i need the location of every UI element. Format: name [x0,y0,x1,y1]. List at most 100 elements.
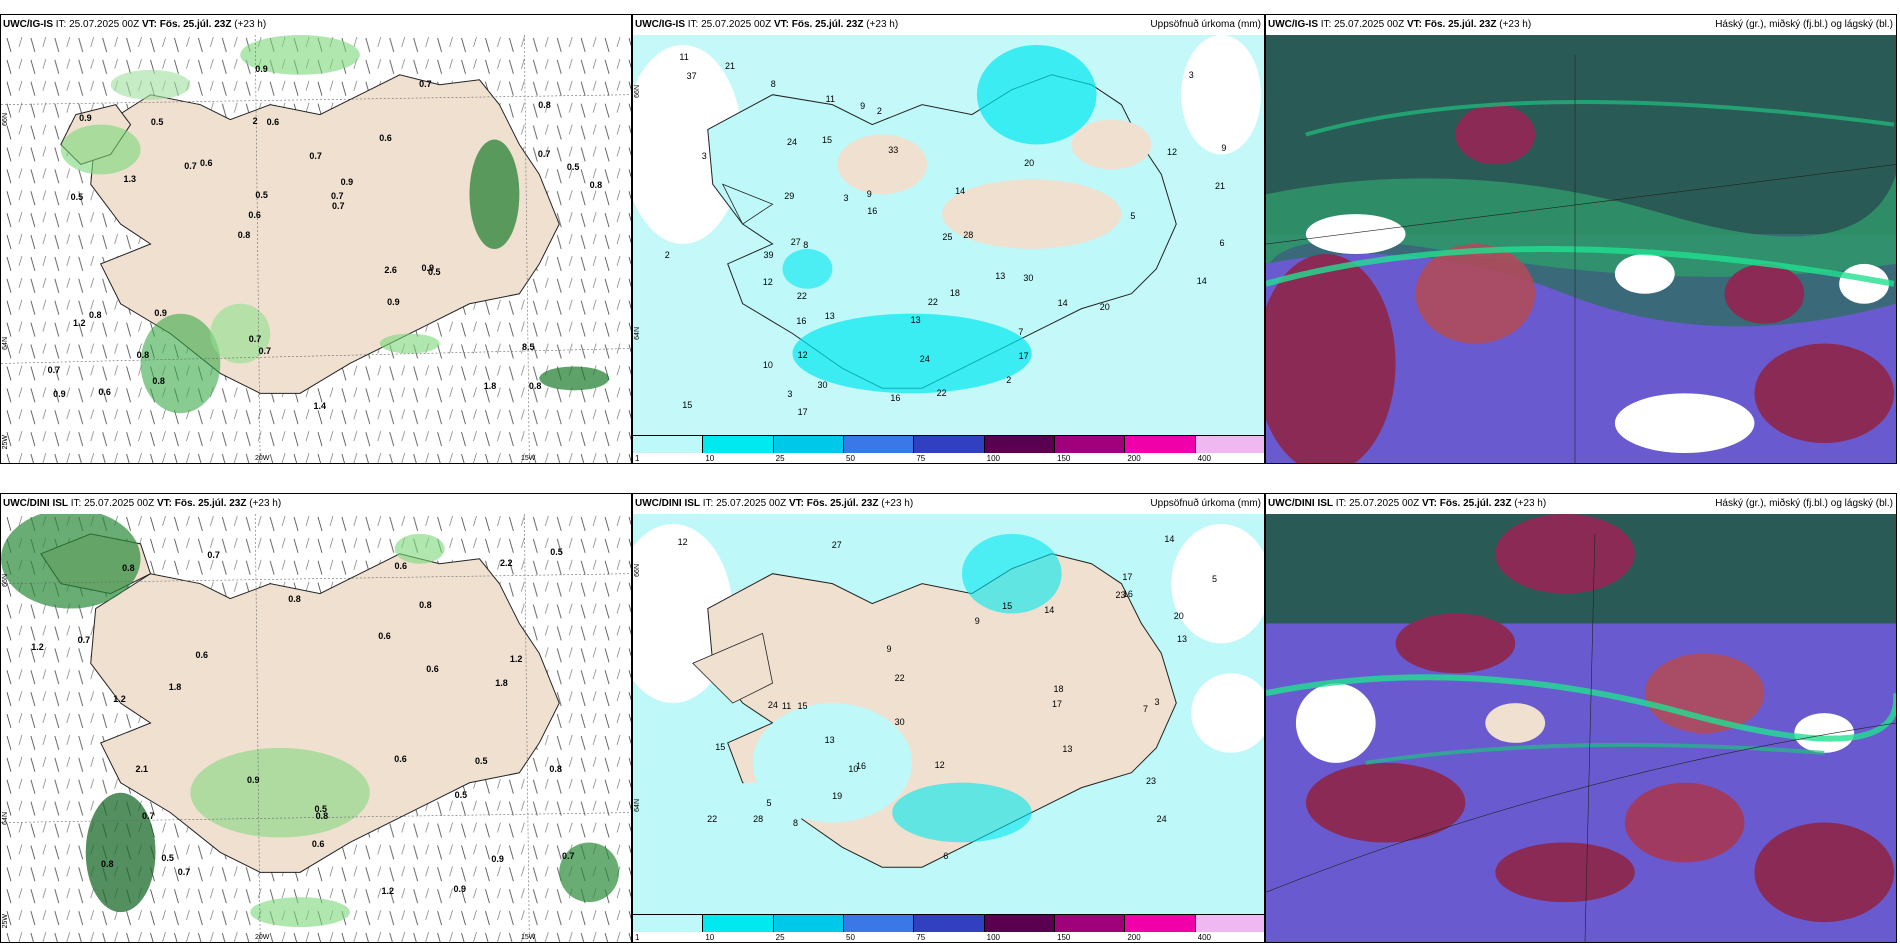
map-value-label: 9 [1221,143,1227,154]
map-value-label: 10 [848,763,859,774]
map-value-label: 10 [762,360,773,371]
map-value-label: 0.9 [246,774,260,785]
map-value-label: 3 [843,192,849,203]
colorbar-swatch [773,914,844,932]
map-value-label: 1.2 [381,885,394,896]
map-value-label: 8 [792,817,798,828]
map-value-label: 15 [715,742,726,753]
wind-map-panel-bottom: UWC/DINI ISL IT: 25.07.2025 00Z VT: Fös.… [0,493,632,943]
lat-label: 66N [634,85,641,98]
map-value-label: 20 [1024,157,1035,168]
map-value-label: 0.9 [491,854,504,864]
map-value-label: 17 [797,407,808,418]
map-value-label: 16 [796,315,807,326]
colorbar-label: 150 [1057,454,1071,463]
panel-header: UWC/DINI ISL IT: 25.07.2025 00Z VT: Fös.… [633,494,1264,514]
map-value-label: 0.6 [195,650,209,661]
map-value-label: 5 [766,798,772,809]
map-value-label: 8.5 [522,341,535,352]
map-value-label: 9 [974,616,980,626]
map-value-label: 3 [1154,696,1160,707]
map-value-label: 14 [1057,298,1068,309]
map-value-label: 17 [1018,350,1029,361]
wind-map[interactable] [1,514,631,942]
cloud-map[interactable] [1266,35,1896,463]
cloud-title: Háský (gr.), miðský (fj.bl.) og lágský (… [1715,498,1893,509]
map-value-label: 8 [803,240,809,251]
colorbar-swatch [1055,914,1126,932]
map-value-label: 21 [1215,180,1226,191]
map-value-label: 1.8 [168,681,182,692]
map-value-label: 5 [1211,574,1217,585]
precip-map[interactable] [633,35,1264,435]
map-value-label: 0.5 [255,190,268,201]
map-value-label: 22 [927,297,938,308]
precip-map-panel-bottom: UWC/DINI ISL IT: 25.07.2025 00Z VT: Fös.… [632,493,1265,943]
lon-label: 15W [521,455,536,462]
colorbar-swatch [914,435,985,453]
colorbar-swatch [703,914,774,932]
map-value-label: 23 [1115,590,1126,601]
precip-title: Uppsöfnuð úrkoma (mm) [1150,19,1261,30]
precip-colorbar: 1 10 25 50 75 100 150 200 400 [633,435,1264,463]
map-value-label: 0.8 [152,376,165,387]
panel-header: UWC/IG-IS IT: 25.07.2025 00Z VT: Fös. 25… [1,15,631,35]
colorbar-swatch [633,435,704,453]
map-value-label: 20 [1099,301,1110,312]
map-value-label: 6 [943,851,949,862]
map-value-label: 0.5 [474,755,488,766]
map-value-label: 15 [822,134,833,145]
map-value-label: 15 [682,400,693,411]
panel-header: UWC/DINI ISL IT: 25.07.2025 00Z VT: Fös.… [1,494,631,514]
map-value-label: 2.2 [499,558,513,569]
map-value-label: 22 [796,290,807,301]
map-value-label: 0.7 [177,867,191,878]
map-value-label: 22 [936,387,947,398]
panel-header: UWC/DINI ISL IT: 25.07.2025 00Z VT: Fös.… [1266,494,1896,514]
map-value-label: 0.7 [184,160,197,171]
map-value-label: 0.7 [537,148,551,159]
map-value-label: 12 [934,760,945,771]
precip-map[interactable] [633,514,1264,914]
colorbar-label: 400 [1197,454,1212,463]
map-value-label: 0.8 [89,310,102,321]
map-value-label: 1.8 [483,380,497,391]
map-value-label: 2.6 [384,264,397,275]
map-value-label: 0.7 [47,365,61,376]
map-value-label: 13 [824,311,835,322]
map-value-label: 0.9 [154,307,167,318]
map-value-label: 0.5 [454,789,468,800]
map-value-label: 28 [963,230,974,241]
map-value-label: 18 [949,288,960,299]
cloud-map[interactable] [1266,514,1896,942]
map-value-label: 0.5 [314,803,327,814]
map-value-label: 0.8 [419,600,432,611]
wind-map[interactable] [1,35,631,463]
map-value-label: 14 [1164,534,1175,545]
map-value-label: 0.6 [394,561,407,572]
map-value-label: 2 [252,115,258,126]
map-value-label: 0.7 [419,79,432,90]
map-value-label: 0.8 [101,858,114,869]
map-value-label: 28 [753,814,764,825]
map-value-label: 2 [664,250,670,261]
colorbar-label: 1 [635,933,640,942]
colorbar-swatch [703,435,774,453]
lat-label: 64N [634,327,641,340]
map-value-label: 1.2 [113,694,126,705]
map-value-label: 0.8 [237,230,251,241]
map-value-label: 1.2 [31,642,44,653]
map-value-label: 39 [763,249,774,260]
map-value-label: 0.6 [378,630,391,641]
map-value-label: 0.7 [562,850,575,861]
colorbar-label: 10 [705,454,715,463]
precip-map-panel-top: UWC/IG-IS IT: 25.07.2025 00Z VT: Fös. 25… [632,14,1265,464]
map-value-label: 25 [942,231,953,242]
colorbar-label: 50 [846,454,855,463]
map-value-label: 16 [867,206,878,217]
map-value-label: 29 [784,190,795,201]
panel-header: UWC/IG-IS IT: 25.07.2025 00Z VT: Fös. 25… [633,15,1264,35]
lat-label: 66N [634,564,641,577]
map-value-label: 11 [825,93,835,104]
map-value-label: 22 [894,672,905,683]
